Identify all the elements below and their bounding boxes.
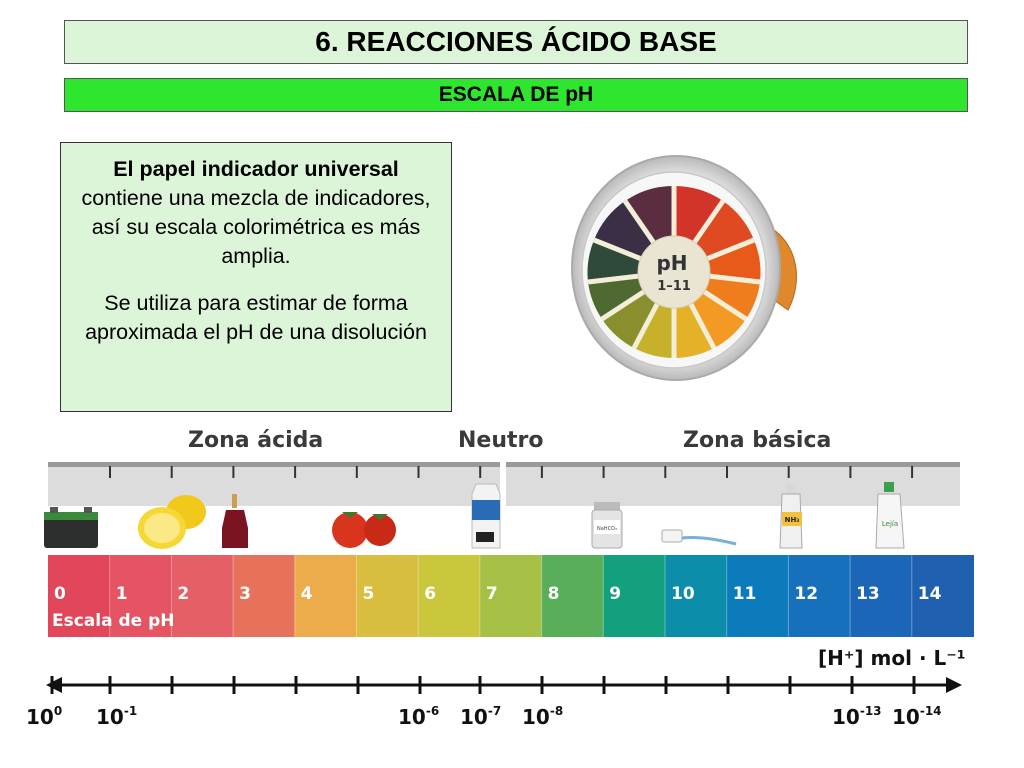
info-paragraph-2: Se utiliza para estimar de forma aproxim… — [85, 291, 427, 344]
ph-band-10 — [665, 555, 728, 637]
concentration-tick-label: 10-6 — [398, 704, 440, 729]
top-tick-marks — [109, 466, 914, 478]
ph-number-11: 11 — [732, 584, 757, 604]
ph-band-6 — [418, 555, 481, 637]
ph-band-0 — [48, 555, 111, 637]
ph-band-8 — [541, 555, 604, 637]
baking-soda-label: NaHCO₃ — [597, 526, 617, 532]
ph-number-13: 13 — [856, 584, 880, 604]
ph-band-7 — [479, 555, 543, 637]
ph-number-10: 10 — [671, 584, 695, 604]
ph-paper-roll-image: pH 1–11 — [571, 155, 797, 381]
ph-number-1: 1 — [115, 584, 128, 604]
ph-band-4 — [294, 555, 357, 637]
concentration-axis-ticks — [50, 676, 916, 694]
ph-number-14: 14 — [917, 584, 942, 604]
neutral-zone-label: Neutro — [458, 428, 544, 453]
ph-band-12 — [788, 555, 851, 637]
baking-soda-jar-icon: NaHCO₃ — [591, 502, 623, 549]
page-title: 6. REACCIONES ÁCIDO BASE — [64, 20, 968, 64]
bleach-label: Lejía — [882, 520, 898, 528]
ph-number-0: 0 — [54, 584, 66, 604]
scale-label: Escala de pH — [52, 611, 175, 631]
concentration-tick-label: 10-13 — [832, 704, 882, 729]
basic-zone-label: Zona básica — [683, 428, 832, 453]
ph-band-3 — [233, 555, 296, 637]
ph-band-2 — [171, 555, 234, 637]
ph-number-5: 5 — [362, 584, 375, 604]
tomatoes-icon — [332, 512, 396, 548]
ph-band-5 — [356, 555, 419, 637]
ph-band-11 — [726, 555, 789, 637]
concentration-tick-label: 10-1 — [96, 704, 138, 729]
section-subtitle: ESCALA DE pH — [64, 78, 968, 112]
ammonia-label: NH₃ — [785, 516, 800, 524]
concentration-label: [H⁺] mol · L⁻¹ — [818, 646, 966, 670]
info-bold-lead: El papel indicador universal — [113, 157, 399, 181]
ph-number-9: 9 — [609, 584, 622, 604]
ph-band-9 — [603, 555, 666, 637]
ph-number-2: 2 — [177, 584, 190, 604]
concentration-tick-label: 100 — [26, 704, 63, 729]
battery-icon — [44, 507, 98, 548]
ph-band-1 — [109, 555, 172, 637]
info-box: El papel indicador universal contiene un… — [60, 142, 452, 412]
ph-number-3: 3 — [239, 584, 251, 604]
vinegar-bottle-icon — [222, 494, 248, 548]
ammonia-bottle-icon: NH₃ — [779, 484, 803, 549]
concentration-tick-label: 10-8 — [522, 704, 564, 729]
bleach-bottle-icon: Lejía — [875, 482, 905, 549]
ph-number-4: 4 — [300, 584, 313, 604]
concentration-tick-label: 10-7 — [460, 704, 502, 729]
acid-zone-label: Zona ácida — [188, 428, 324, 453]
toothpaste-icon — [661, 529, 737, 546]
ph-number-8: 8 — [547, 584, 560, 604]
ph-number-7: 7 — [485, 584, 498, 604]
info-paragraph-1: El papel indicador universal contiene un… — [71, 155, 441, 271]
ph-band-13 — [850, 555, 913, 637]
concentration-tick-label: 10-14 — [892, 704, 942, 729]
ph-color-bands — [48, 555, 974, 637]
lemon-icon — [138, 495, 206, 549]
ph-number-6: 6 — [424, 584, 437, 604]
roll-label-ph: pH — [656, 251, 687, 275]
roll-label-range: 1–11 — [657, 279, 691, 294]
ph-band-14 — [911, 555, 974, 637]
info-para1-text: contiene una mezcla de indicadores, así … — [81, 186, 431, 268]
ph-number-12: 12 — [794, 584, 819, 604]
milk-carton-icon — [471, 483, 501, 549]
